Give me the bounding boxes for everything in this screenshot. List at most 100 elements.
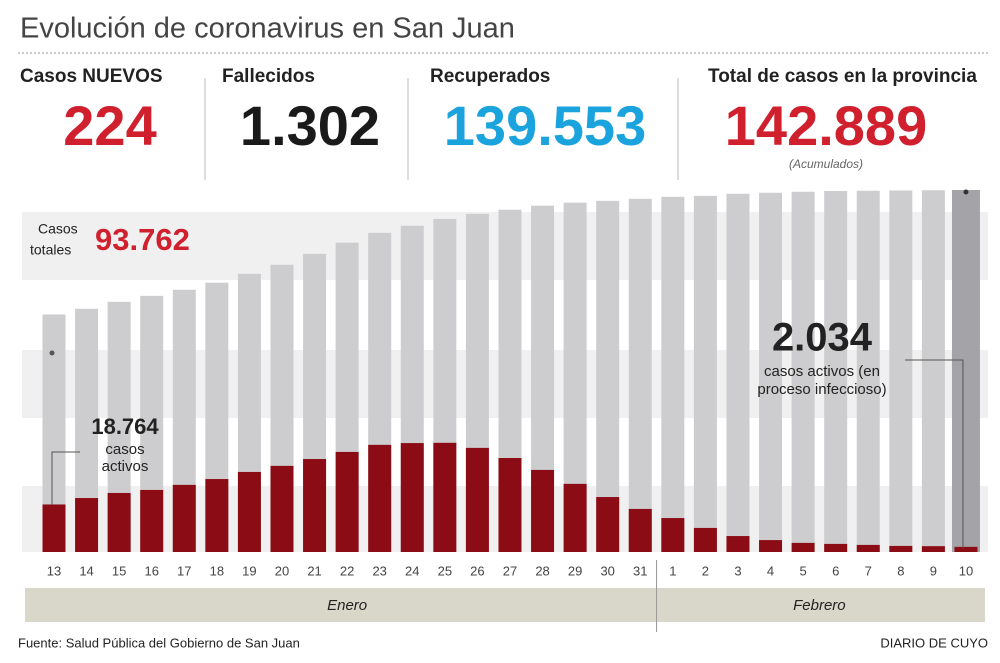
x-tick-label: 8	[897, 563, 904, 578]
total-bar	[824, 191, 848, 552]
total-bar	[759, 192, 783, 553]
x-tick-label: 4	[767, 563, 774, 578]
x-tick-label: 18	[210, 563, 224, 578]
x-tick-label: 23	[372, 563, 386, 578]
stat-note: (Acumulados)	[789, 157, 863, 171]
total-bar	[140, 295, 164, 552]
total-bar	[531, 205, 555, 552]
active-bar	[42, 504, 66, 552]
x-tick-label: 19	[242, 563, 256, 578]
stat-value: 142.889	[725, 94, 927, 157]
month-label: Enero	[327, 597, 367, 614]
x-tick-label: 3	[734, 563, 741, 578]
active-bar	[693, 527, 717, 552]
x-tick-label: 30	[600, 563, 614, 578]
leader-dot	[963, 189, 969, 195]
active-bar	[531, 469, 555, 552]
total-bar	[628, 198, 652, 552]
value-label: 93.762	[95, 222, 190, 257]
active-bar	[596, 497, 620, 552]
leader-dot	[49, 350, 55, 356]
active-bar	[172, 484, 196, 552]
stat-label: Recuperados	[430, 66, 550, 87]
stat-value: 1.302	[240, 94, 380, 157]
total-bar	[596, 200, 620, 552]
stat-label: Casos NUEVOS	[20, 66, 163, 87]
active-bar	[107, 492, 131, 552]
x-tick-label: 1	[669, 563, 676, 578]
x-tick-label: 16	[144, 563, 158, 578]
total-bar	[693, 195, 717, 552]
month-label: Febrero	[793, 597, 846, 614]
x-tick-label: 7	[865, 563, 872, 578]
annotation: totales	[30, 242, 71, 258]
x-tick-label: 29	[568, 563, 582, 578]
value-label: 18.764	[91, 414, 159, 439]
x-tick-label: 13	[47, 563, 61, 578]
x-tick-label: 6	[832, 563, 839, 578]
active-bar	[270, 465, 294, 552]
value-label: 2.034	[772, 316, 873, 360]
total-bar	[107, 301, 131, 552]
active-bar	[400, 443, 424, 552]
active-bar	[661, 518, 685, 552]
active-bar	[563, 483, 587, 552]
active-bar	[140, 489, 164, 552]
x-tick-label: 17	[177, 563, 191, 578]
month-band	[25, 588, 985, 622]
total-bar	[856, 190, 880, 552]
active-bar	[237, 471, 261, 552]
active-bar	[921, 546, 945, 552]
active-bar	[303, 459, 327, 552]
annotation: Casos	[38, 221, 78, 237]
active-bar	[205, 479, 229, 552]
total-bar	[921, 190, 945, 553]
active-bar	[824, 543, 848, 552]
chart-title: Evolución de coronavirus en San Juan	[20, 13, 515, 45]
x-tick-label: 15	[112, 563, 126, 578]
active-bar	[954, 546, 978, 552]
total-bar	[791, 191, 815, 552]
active-bar	[335, 451, 359, 552]
leader	[51, 451, 80, 505]
total-bar	[726, 193, 750, 552]
active-bar	[498, 458, 522, 552]
brand: DIARIO DE CUYO	[880, 635, 988, 650]
x-tick-label: 21	[307, 563, 321, 578]
x-tick-label: 31	[633, 563, 647, 578]
total-bar	[661, 196, 685, 552]
active-bar	[465, 447, 489, 552]
annotation: casos activos (en	[764, 363, 880, 380]
total-bar	[42, 314, 66, 552]
stat-value: 224	[63, 94, 156, 157]
annotation: activos	[102, 458, 149, 475]
x-tick-label: 9	[930, 563, 937, 578]
annotation: casos	[105, 441, 144, 458]
x-tick-label: 20	[275, 563, 289, 578]
x-tick-label: 2	[702, 563, 709, 578]
x-tick-label: 26	[470, 563, 484, 578]
active-bar	[889, 545, 913, 552]
active-bar	[759, 540, 783, 552]
active-bar	[368, 444, 392, 552]
total-bar	[75, 308, 99, 552]
annotation: proceso infeccioso)	[757, 381, 886, 398]
active-bar	[628, 508, 652, 552]
x-tick-label: 24	[405, 563, 419, 578]
x-tick-label: 25	[438, 563, 452, 578]
x-tick-label: 14	[79, 563, 93, 578]
x-tick-label: 28	[535, 563, 549, 578]
x-tick-label: 5	[799, 563, 806, 578]
active-bar	[75, 498, 99, 552]
active-bar	[791, 542, 815, 552]
total-bar	[951, 190, 980, 552]
source: Fuente: Salud Pública del Gobierno de Sa…	[18, 635, 300, 650]
x-tick-label: 22	[340, 563, 354, 578]
x-tick-label: 10	[959, 563, 973, 578]
active-bar	[856, 544, 880, 552]
stat-label: Fallecidos	[222, 66, 315, 87]
x-tick-label: 27	[503, 563, 517, 578]
leader	[905, 359, 964, 548]
stat-value: 139.553	[444, 94, 646, 157]
